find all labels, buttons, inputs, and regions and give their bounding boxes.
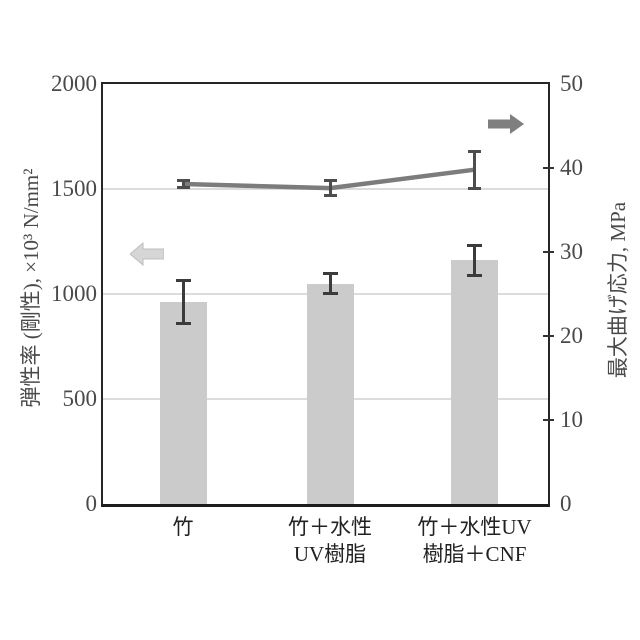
- error-bar: [322, 271, 338, 296]
- right-axis-tick-label: 30: [560, 239, 583, 264]
- left-axis-arrow-icon: [130, 242, 164, 266]
- error-bar: [468, 149, 481, 190]
- error-bar-cap-bottom: [468, 186, 481, 190]
- error-bar: [467, 243, 482, 278]
- right-axis-tick-label: 50: [560, 71, 583, 96]
- plot-area: [103, 84, 548, 504]
- x-axis-category-line: 竹: [172, 515, 194, 539]
- error-bar-cap-bottom: [176, 185, 190, 189]
- error-bar: [176, 178, 190, 189]
- right-axis-tick-mark: [543, 419, 554, 421]
- right-axis-tick-label: 0: [560, 491, 572, 516]
- right-axis-tick-label: 10: [560, 407, 583, 432]
- right-axis-tick-label: 20: [560, 323, 583, 348]
- error-bar: [175, 279, 191, 326]
- x-axis-category-label-2: 竹＋水性UV 樹脂＋CNF: [365, 514, 585, 568]
- error-bar-line: [473, 243, 476, 278]
- error-bar-line: [181, 279, 185, 326]
- error-bar-cap-bottom: [323, 194, 337, 198]
- x-axis-category-label-0: 竹: [73, 514, 293, 541]
- left-axis-tick-label: 2000: [51, 71, 97, 96]
- x-axis-category-line: UV樹脂: [293, 542, 367, 566]
- x-axis-category-label-1: 竹＋水性 UV樹脂: [220, 514, 440, 568]
- left-axis-tick-label: 1500: [51, 176, 97, 201]
- error-bar-line: [328, 271, 332, 296]
- error-bar-line: [473, 149, 476, 190]
- error-bar-cap-top: [176, 178, 190, 182]
- x-axis-category-line: 樹脂＋CNF: [422, 542, 527, 566]
- right-axis-tick-mark: [543, 335, 554, 337]
- error-bar-cap-bottom: [175, 322, 191, 326]
- error-bar: [323, 178, 337, 198]
- error-bar-cap-top: [322, 271, 338, 275]
- right-axis-arrow-icon: [488, 114, 524, 134]
- error-bar-cap-bottom: [467, 274, 482, 278]
- error-bar-line: [181, 178, 185, 189]
- bar-1: [306, 283, 354, 504]
- right-axis-tick-mark: [543, 251, 554, 253]
- error-bar-cap-top: [323, 178, 337, 182]
- left-axis-tick-label: 0: [85, 491, 98, 516]
- left-axis-tick-label: 500: [62, 386, 98, 411]
- x-axis-category-line: 竹＋水性: [288, 515, 372, 539]
- left-axis-tick-label: 1000: [51, 281, 97, 306]
- bar-0: [159, 302, 207, 504]
- x-axis-category-line: 竹＋水性UV: [417, 515, 532, 539]
- error-bar-line: [328, 178, 332, 198]
- right-axis-tick-mark: [543, 167, 554, 169]
- right-axis-tick-label: 40: [560, 155, 583, 180]
- error-bar-cap-top: [468, 149, 481, 153]
- error-bar-cap-top: [175, 279, 191, 283]
- error-bar-cap-bottom: [322, 292, 338, 296]
- bar-2: [451, 260, 498, 504]
- right-axis-title: 最大曲げ応力, MPa: [606, 201, 630, 379]
- error-bar-cap-top: [467, 243, 482, 247]
